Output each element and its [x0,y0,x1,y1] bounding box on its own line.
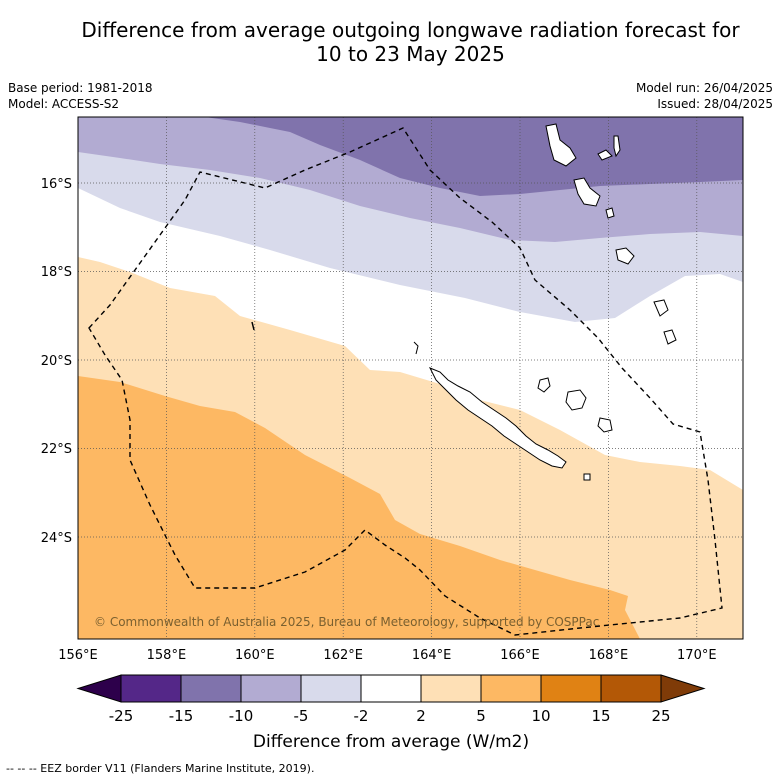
map-frame [77,116,744,640]
base-period: Base period: 1981-2018 [8,81,153,95]
title-line-1: Difference from average outgoing longwav… [81,18,740,42]
islet-small-2 [251,321,255,331]
vanuatu-aneityum [663,329,677,345]
copyright-notice: © Commonwealth of Australia 2025, Bureau… [94,615,599,629]
colorbar-tick-label: -25 [109,707,134,725]
band-5-10 [78,376,640,639]
colorbar-tick-label: 15 [591,707,610,725]
x-tick-160e: 160°E [235,648,275,663]
colorbar-cell [480,674,542,703]
colorbar-cell [600,674,662,703]
y-tick-16s: 16°S [41,177,72,192]
meta-left: Base period: 1981-2018 Model: ACCESS-S2 [8,80,153,112]
y-tick-22s: 22°S [41,442,72,457]
colorbar-tick-label: -10 [229,707,254,725]
colorbar-ticks: -25 -15 -10 -5 -2 2 5 10 15 25 [109,707,671,725]
colorbar-cell [120,674,182,703]
y-tick-20s: 20°S [41,354,72,369]
y-tick-18s: 18°S [41,265,72,280]
colorbar-tick-label: 10 [531,707,550,725]
band-minus15-minus10 [205,117,743,196]
y-tick-24s: 24°S [41,531,72,546]
colorbar: -25 -15 -10 -5 -2 2 5 10 15 25 Difference from av… [76,674,706,752]
model-run: Model run: 26/04/2025 [635,81,773,95]
graticule [78,117,743,639]
colorbar-tick-label: 2 [416,707,426,725]
colorbar-label: Difference from average (W/m2) [253,732,529,752]
x-tick-158e: 158°E [147,648,187,663]
colorbar-cell [540,674,602,703]
vanuatu-ambae [597,149,613,161]
new-caledonia-island [428,367,567,469]
colorbar-tick-label: -2 [354,707,369,725]
eez-border [88,127,723,636]
colorbar-extend-min [76,674,122,703]
colorbar-cell [180,674,242,703]
model-name: Model: ACCESS-S2 [8,97,120,111]
colorbar-cell [360,674,422,703]
colorbar-cells [76,674,706,703]
vanuatu-epi [605,207,615,219]
colorbar-tick-label: 25 [651,707,670,725]
colorbar-cell [420,674,482,703]
loyalty-island-2 [565,389,587,411]
x-tick-164e: 164°E [412,648,452,663]
colorbar-tick-label: -15 [169,707,194,725]
loyalty-island-1 [537,377,551,393]
x-tick-156e: 156°E [58,648,98,663]
x-tick-168e: 168°E [589,648,629,663]
vanuatu-tanna [653,299,669,317]
x-tick-170e: 170°E [677,648,717,663]
loyalty-island-3 [597,417,613,433]
y-axis: 16°S 18°S 20°S 22°S 24°S [41,177,72,546]
colorbar-extend-max [660,674,706,703]
x-axis: 156°E 158°E 160°E 162°E 164°E 166°E 168°… [58,648,716,663]
map-area [78,117,743,639]
colorbar-tick-label: 5 [476,707,486,725]
x-tick-166e: 166°E [500,648,540,663]
vanuatu-efate [615,247,635,265]
title-line-2: 10 to 23 May 2025 [316,42,505,66]
vanuatu-espiritu-santo [545,123,577,167]
colorbar-tick-label: -5 [294,707,309,725]
colorbar-cell [300,674,362,703]
issued-date: Issued: 28/04/2025 [657,97,773,111]
vanuatu-pentecost [613,135,621,158]
islet-small-1 [413,341,419,355]
x-tick-162e: 162°E [323,648,363,663]
page-title: Difference from average outgoing longwav… [0,18,781,66]
vanuatu-malekula [573,177,601,207]
meta-right: Model run: 26/04/2025 Issued: 28/04/2025 [636,80,773,112]
isle-of-pines [583,473,591,481]
footer-note: -- -- -- EEZ border V11 (Flanders Marine… [6,762,315,775]
colorbar-cell [240,674,302,703]
